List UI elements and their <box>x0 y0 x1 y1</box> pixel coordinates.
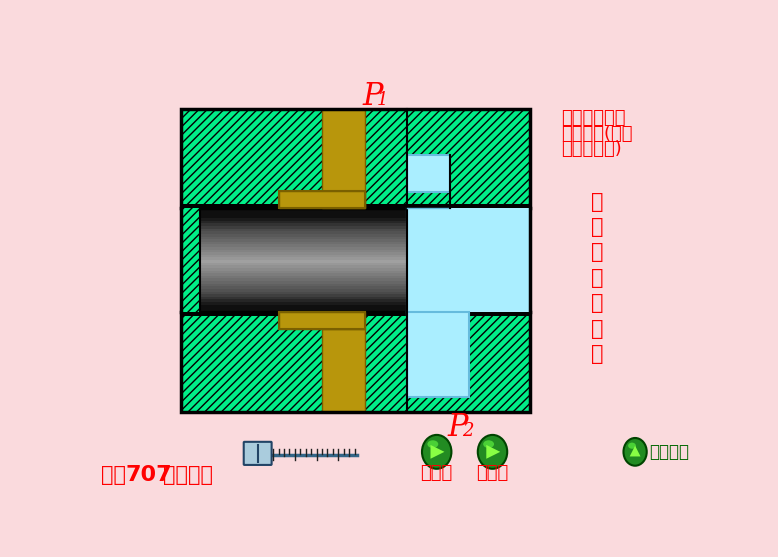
Ellipse shape <box>478 435 507 469</box>
Ellipse shape <box>483 440 494 448</box>
Text: 二: 二 <box>591 242 604 262</box>
Bar <box>181 245 530 247</box>
Bar <box>279 312 365 329</box>
Bar <box>181 211 530 213</box>
Bar <box>181 265 530 268</box>
Bar <box>181 247 530 250</box>
Polygon shape <box>430 445 444 459</box>
Bar <box>279 191 365 208</box>
Bar <box>181 239 530 242</box>
Ellipse shape <box>628 443 636 449</box>
Bar <box>181 234 530 237</box>
Bar <box>181 250 530 253</box>
Bar <box>181 208 530 211</box>
Text: 1: 1 <box>377 91 388 109</box>
Text: 二: 二 <box>591 192 604 212</box>
Bar <box>181 278 530 281</box>
Text: 向: 向 <box>591 319 604 339</box>
Bar <box>181 294 530 297</box>
Text: 工位一: 工位一 <box>421 463 453 482</box>
Text: 2: 2 <box>462 422 474 440</box>
Bar <box>322 109 365 208</box>
Text: 换: 换 <box>591 293 604 313</box>
Bar <box>181 268 530 271</box>
Bar <box>181 257 530 261</box>
Bar <box>279 312 365 329</box>
Text: P: P <box>447 412 468 443</box>
Bar <box>181 208 200 312</box>
Bar <box>181 281 530 284</box>
Ellipse shape <box>623 438 647 466</box>
Bar <box>181 231 530 234</box>
Bar <box>181 286 530 289</box>
Bar <box>181 271 530 273</box>
Bar <box>181 310 530 313</box>
Text: P: P <box>362 81 383 111</box>
Bar <box>181 109 530 412</box>
Text: 阀: 阀 <box>591 344 604 364</box>
Ellipse shape <box>422 435 451 469</box>
Bar <box>181 213 530 216</box>
Text: 剪辑制作: 剪辑制作 <box>163 465 213 485</box>
Text: 通与切断(相当: 通与切断(相当 <box>561 125 633 143</box>
Polygon shape <box>486 445 500 459</box>
FancyBboxPatch shape <box>244 442 272 465</box>
Ellipse shape <box>427 440 438 448</box>
Bar <box>181 255 530 258</box>
Bar <box>181 263 530 266</box>
Bar <box>181 260 530 263</box>
Bar <box>181 208 200 312</box>
Bar <box>181 297 530 300</box>
Text: 通: 通 <box>591 268 604 288</box>
Bar <box>407 312 469 397</box>
Bar <box>181 299 530 302</box>
Bar <box>407 208 530 312</box>
Bar <box>181 273 530 276</box>
Bar <box>181 291 530 295</box>
Bar <box>181 289 530 292</box>
Bar <box>181 237 530 240</box>
Text: 化工: 化工 <box>101 465 126 485</box>
Bar <box>181 109 530 412</box>
Bar <box>181 305 530 307</box>
Bar <box>181 229 530 232</box>
Text: 返回上页: 返回上页 <box>649 443 689 461</box>
Text: 于一个开关): 于一个开关) <box>561 140 622 158</box>
Bar <box>181 221 530 224</box>
Text: 控制油路的接: 控制油路的接 <box>561 109 626 127</box>
Bar <box>322 329 365 412</box>
Bar <box>181 252 530 255</box>
Bar <box>181 204 530 316</box>
Bar <box>181 242 530 245</box>
Polygon shape <box>629 446 640 456</box>
Bar <box>181 307 530 310</box>
Bar <box>279 191 365 208</box>
Bar <box>407 155 450 192</box>
Bar <box>181 284 530 287</box>
Bar <box>181 276 530 279</box>
Bar <box>181 216 530 218</box>
Bar <box>181 226 530 229</box>
Bar <box>181 218 530 221</box>
Text: 位: 位 <box>591 217 604 237</box>
Bar <box>181 223 530 227</box>
Bar <box>181 302 530 305</box>
Bar <box>181 109 530 412</box>
Text: 工位二: 工位二 <box>476 463 509 482</box>
Text: 707: 707 <box>126 465 173 485</box>
